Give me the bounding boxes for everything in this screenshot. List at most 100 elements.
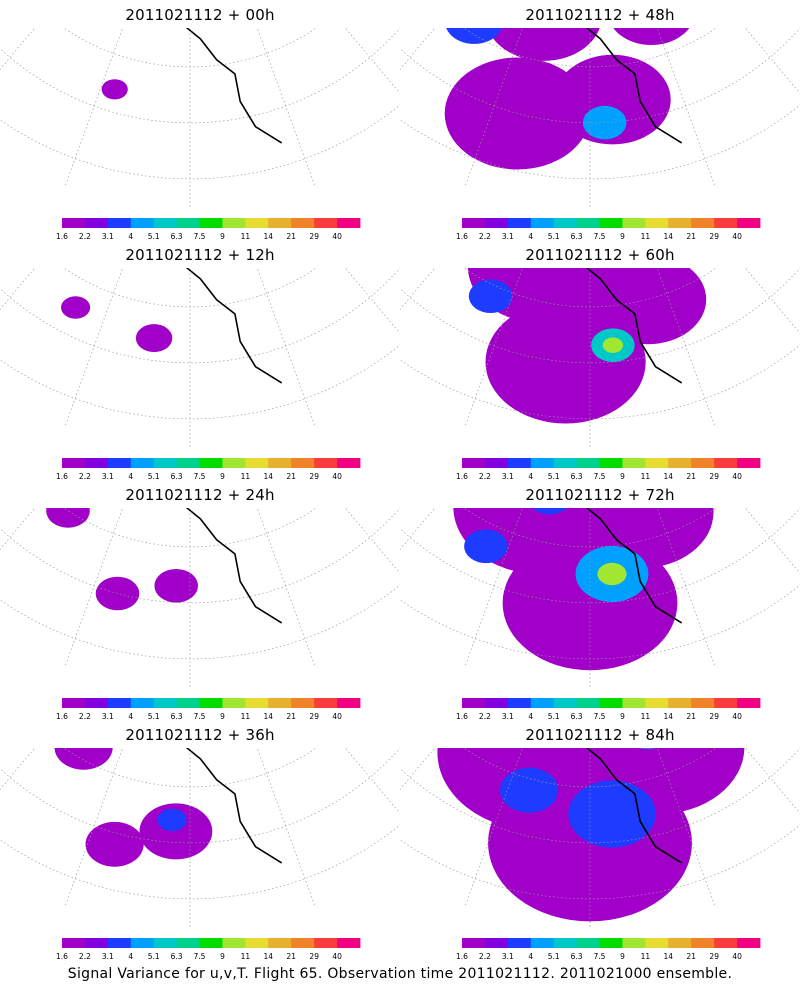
colorbar: 1.6 2.2 3.1 4 5.1 6.3 7.5 9 11 14 21 29 40 — [56, 218, 361, 241]
colorbar-label: 1.6 — [56, 952, 68, 961]
colorbar-label: 4 — [528, 952, 533, 961]
figure-caption: Signal Variance for u,v,T. Flight 65. Ob… — [67, 966, 733, 982]
colorbar-swatch — [668, 938, 692, 948]
colorbar-label: 4 — [128, 232, 133, 241]
map-panel-12h: 2011021112 + 12h 1.6 2.2 3.1 4 5.1 6.3 7.5 9 11 1… — [0, 240, 400, 481]
colorbar-swatch — [130, 458, 155, 468]
colorbar-swatch — [199, 698, 223, 708]
colorbar-swatch — [462, 218, 486, 228]
longitude-line — [344, 268, 400, 334]
colorbar: 1.6 2.2 3.1 4 5.1 6.3 7.5 9 11 14 21 29 40 — [456, 698, 761, 721]
colorbar-swatch — [576, 458, 600, 468]
colorbar-swatch — [622, 458, 646, 468]
colorbar-label: 9 — [220, 232, 225, 241]
panel-title: 2011021112 + 72h — [525, 486, 675, 504]
colorbar-swatch — [622, 218, 646, 228]
colorbar-label: 1.6 — [456, 232, 468, 241]
colorbar-label: 11 — [241, 712, 251, 721]
colorbar-label: 6.3 — [571, 472, 583, 481]
colorbar-label: 29 — [709, 952, 719, 961]
variance-blob — [101, 79, 128, 100]
colorbar-swatch — [714, 458, 738, 468]
map-panel-84h: 2011021112 + 84h 1.6 2.2 3.1 4 5.1 6.3 7.5 9 11 1… — [400, 720, 800, 961]
colorbar-label: 1.6 — [456, 712, 468, 721]
colorbar-swatch — [337, 698, 361, 708]
colorbar-label: 7.5 — [194, 232, 206, 241]
variance-blob — [54, 748, 113, 770]
colorbar-swatch — [291, 938, 315, 948]
colorbar-label: 14 — [664, 232, 674, 241]
colorbar-label: 6.3 — [571, 952, 583, 961]
colorbar-label: 21 — [686, 952, 696, 961]
map — [400, 748, 800, 927]
variance-blob — [135, 324, 173, 353]
colorbar-swatch — [107, 698, 132, 708]
colorbar-swatch — [84, 458, 109, 468]
colorbar-swatch — [62, 458, 86, 468]
colorbar-swatch — [645, 458, 669, 468]
colorbar-swatch — [222, 218, 246, 228]
colorbar: 1.6 2.2 3.1 4 5.1 6.3 7.5 9 11 14 21 29 40 — [456, 938, 761, 961]
colorbar-swatch — [337, 938, 361, 948]
colorbar-swatch — [153, 458, 177, 468]
colorbar-label: 40 — [732, 232, 742, 241]
colorbar-label: 40 — [332, 952, 342, 961]
colorbar-label: 3.1 — [102, 232, 114, 241]
colorbar-label: 29 — [709, 472, 719, 481]
longitude-line — [344, 508, 400, 574]
panel-title: 2011021112 + 12h — [125, 246, 275, 264]
colorbar-swatch — [553, 698, 577, 708]
colorbar-label: 9 — [620, 952, 625, 961]
colorbar-label: 5.1 — [548, 712, 560, 721]
variance-field — [467, 268, 707, 424]
colorbar-label: 7.5 — [594, 232, 606, 241]
colorbar-swatch — [691, 938, 715, 948]
colorbar-label: 14 — [264, 232, 274, 241]
latitude-line — [63, 268, 317, 308]
colorbar-swatch — [691, 218, 715, 228]
colorbar-swatch — [222, 458, 246, 468]
colorbar-label: 7.5 — [594, 952, 606, 961]
colorbar-label: 6.3 — [171, 232, 183, 241]
colorbar-swatch — [507, 458, 532, 468]
colorbar-swatch — [84, 218, 109, 228]
colorbar-swatch — [530, 938, 555, 948]
colorbar-label: 3.1 — [102, 952, 114, 961]
colorbar-label: 29 — [309, 952, 319, 961]
colorbar-label: 21 — [686, 232, 696, 241]
colorbar-swatch — [714, 698, 738, 708]
variance-blob — [139, 803, 213, 860]
variance-blob — [607, 28, 696, 45]
variance-blob — [567, 508, 714, 569]
colorbar-label: 2.2 — [79, 712, 91, 721]
colorbar-label: 21 — [286, 472, 296, 481]
latitude-line — [63, 28, 317, 68]
colorbar-label: 14 — [664, 712, 674, 721]
longitude-line — [344, 748, 400, 814]
colorbar-label: 29 — [309, 712, 319, 721]
graticule — [0, 28, 400, 207]
colorbar-label: 3.1 — [502, 712, 514, 721]
graticule — [0, 268, 400, 447]
variance-blob — [464, 529, 508, 564]
colorbar-label: 7.5 — [594, 712, 606, 721]
colorbar-swatch — [668, 458, 692, 468]
colorbar-label: 2.2 — [79, 952, 91, 961]
colorbar-label: 9 — [220, 952, 225, 961]
colorbar-swatch — [576, 218, 600, 228]
colorbar-label: 7.5 — [194, 712, 206, 721]
colorbar-swatch — [622, 938, 646, 948]
colorbar-swatch — [484, 698, 509, 708]
coastline — [185, 748, 283, 864]
colorbar-swatch — [176, 458, 200, 468]
colorbar-label: 5.1 — [148, 952, 160, 961]
colorbar-label: 11 — [641, 472, 651, 481]
colorbar-swatch — [245, 938, 269, 948]
colorbar-label: 1.6 — [56, 472, 68, 481]
colorbar: 1.6 2.2 3.1 4 5.1 6.3 7.5 9 11 14 21 29 40 — [56, 458, 361, 481]
colorbar-swatch — [222, 698, 246, 708]
map-panel-36h: 2011021112 + 36h 1.6 2.2 3.1 4 5.1 6.3 7.5 9 11 1… — [0, 720, 400, 961]
map-panel-24h: 2011021112 + 24h 1.6 2.2 3.1 4 5.1 6.3 7.5 9 11 1… — [0, 480, 400, 721]
colorbar-label: 29 — [709, 232, 719, 241]
colorbar-label: 2.2 — [479, 232, 491, 241]
